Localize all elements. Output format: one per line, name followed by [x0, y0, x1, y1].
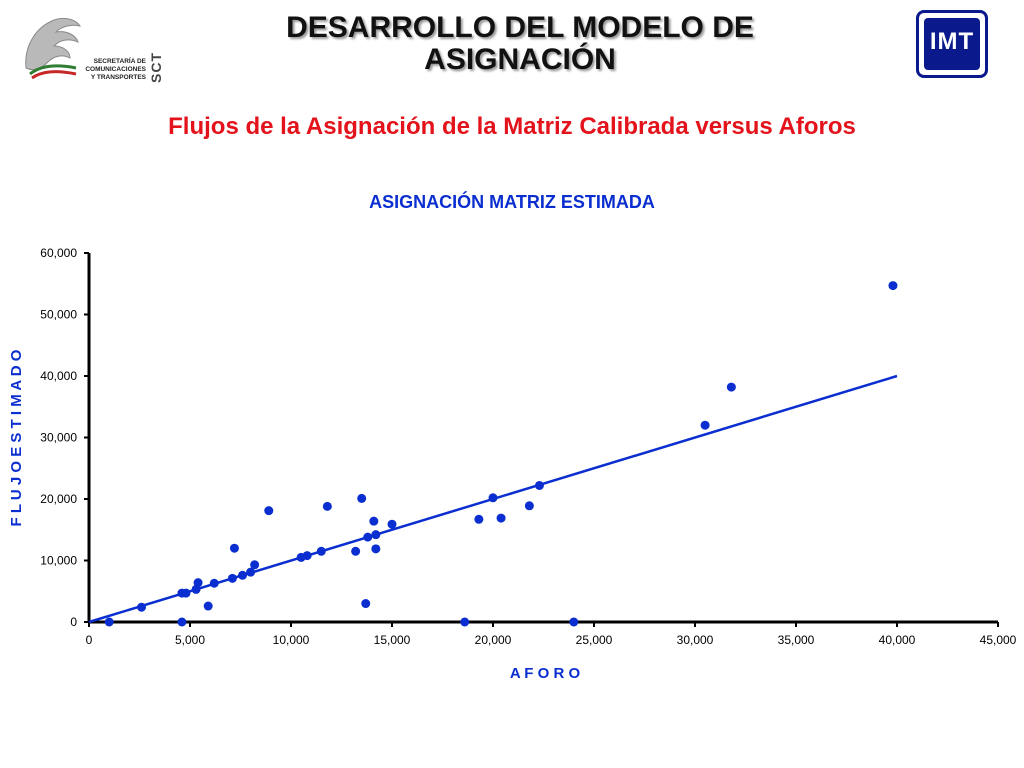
data-point: [209, 578, 219, 588]
data-point: [177, 617, 187, 627]
data-point: [569, 617, 579, 627]
x-tick-label: 25,000: [576, 633, 613, 647]
data-point: [238, 570, 248, 580]
data-point: [316, 546, 326, 556]
chart-axes: [87, 253, 998, 624]
imt-logo-background: IMT: [924, 18, 980, 70]
imt-logo-text: IMT: [929, 28, 975, 55]
data-point: [371, 530, 381, 540]
data-point: [534, 480, 544, 490]
x-tick-label: 40,000: [879, 633, 916, 647]
data-point: [203, 601, 213, 611]
data-point: [104, 617, 114, 627]
data-point: [460, 617, 470, 627]
page-subtitle: Flujos de la Asignación de la Matriz Cal…: [168, 113, 856, 140]
y-tick-label: 0: [70, 615, 77, 629]
data-point: [181, 588, 191, 598]
data-point: [229, 543, 239, 553]
data-point: [361, 599, 371, 609]
data-point: [363, 532, 373, 542]
org-name-line-2: COMUNICACIONES: [85, 66, 146, 73]
data-point: [474, 514, 484, 524]
x-tick-label: 0: [86, 633, 93, 647]
chart-title: ASIGNACIÓN MATRIZ ESTIMADA: [369, 191, 655, 212]
data-point: [264, 506, 274, 516]
org-name-line-1: SECRETARÍA DE: [93, 58, 146, 65]
data-point: [888, 281, 898, 291]
page-title: DESARROLLO DEL MODELO DE ASIGNACIÓN: [286, 11, 754, 76]
eagle-emblem-icon: [25, 17, 82, 80]
data-point: [726, 382, 736, 392]
data-point: [227, 573, 237, 583]
data-point: [351, 546, 361, 556]
data-point: [488, 493, 498, 503]
y-tick-label: 10,000: [40, 554, 77, 568]
imt-logo: IMT: [916, 10, 988, 78]
y-tick-label: 60,000: [40, 246, 77, 260]
data-point: [302, 551, 312, 561]
data-point: [191, 584, 201, 594]
x-tick-label: 10,000: [273, 633, 310, 647]
data-point: [524, 501, 534, 511]
data-points: [104, 281, 898, 627]
x-tick-label: 30,000: [677, 633, 714, 647]
y-tick-label: 30,000: [40, 431, 77, 445]
y-tick-label: 40,000: [40, 369, 77, 383]
y-tick-label: 20,000: [40, 492, 77, 506]
y-axis-label: F L U J O E S T I M A D O: [8, 349, 25, 526]
data-point: [322, 501, 332, 511]
data-point: [700, 420, 710, 430]
x-axis-label: A F O R O: [510, 665, 581, 682]
x-tick-label: 20,000: [475, 633, 512, 647]
org-name-line-3: Y TRANSPORTES: [90, 74, 146, 81]
data-point: [369, 516, 379, 526]
x-tick-label: 45,000: [980, 633, 1017, 647]
data-point: [496, 513, 506, 523]
x-tick-label: 15,000: [374, 633, 411, 647]
chart-ticks: 0 5,000 10,000 15,000 20,000 25,000 30,000 35,0…: [40, 246, 1016, 647]
data-point: [250, 560, 260, 570]
data-point: [387, 519, 397, 529]
sct-logo: SECRETARÍA DE COMUNICACIONES Y TRANSPORT…: [16, 8, 164, 88]
data-point: [357, 493, 367, 503]
data-point: [246, 567, 256, 577]
data-point: [137, 602, 147, 612]
data-point: [193, 578, 203, 588]
y-tick-label: 50,000: [40, 308, 77, 322]
x-tick-label: 5,000: [175, 633, 205, 647]
x-tick-label: 35,000: [778, 633, 815, 647]
data-point: [371, 544, 381, 554]
